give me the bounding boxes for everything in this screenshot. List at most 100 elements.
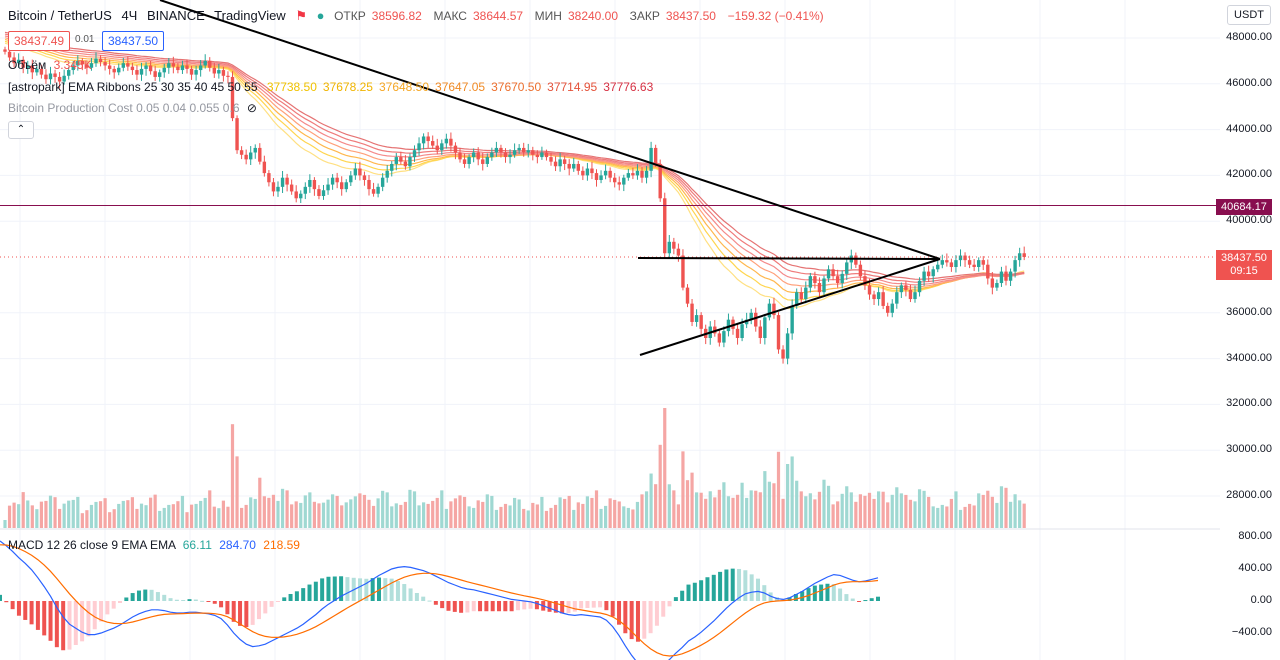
ema-ribbons-legend[interactable]: [astropark] EMA Ribbons 25 30 35 40 45 5… [8,80,653,94]
candle-body [967,260,972,265]
candle-body [585,168,590,176]
candle-body [663,198,667,254]
macd-histogram-bar [370,578,375,601]
macd-histogram-bar [269,601,274,607]
candle-body [876,292,881,300]
candle-body [431,141,435,146]
volume-bar [230,424,235,528]
volume-bar [89,504,94,528]
macd-histogram-bar [136,590,141,601]
macd-histogram-bar [452,601,457,612]
symbol-name[interactable]: Bitcoin / TetherUS [8,8,112,23]
volume-bar [212,506,216,528]
currency-button[interactable]: USDT [1227,5,1271,25]
macd-histogram-bar [850,598,855,601]
candle-body [85,64,89,68]
volume-bar [258,477,262,528]
ema-ribbon-50 [4,33,1025,283]
macd-signal-value: 218.59 [263,538,300,552]
macd-histogram-bar [497,601,502,612]
volume-bar [763,471,767,528]
volume-bar [503,503,508,528]
signal-line [0,544,879,657]
candle-body [80,60,85,65]
candle-body [403,161,408,167]
production-cost-legend[interactable]: Bitcoin Production Cost 0.05 0.04 0.055 … [8,101,257,115]
candle-body [239,150,244,155]
macd-histogram-bar [206,601,211,602]
volume-bar [321,502,326,528]
macd-histogram-bar [256,601,261,620]
candle-body [986,264,990,279]
candle-body [390,163,394,171]
volume-bar [189,504,194,528]
candle-body [476,152,480,160]
macd-histogram-bar [547,601,552,612]
volume-bar [840,493,844,528]
candle-body [590,168,594,174]
price-tick-6: 34000.00 [1226,351,1272,364]
macd-histogram-bar [174,599,179,601]
volume-bar [280,488,285,528]
sell-price-box[interactable]: 38437.49 [8,31,71,51]
macd-histogram-bar [105,601,110,615]
collapse-legend-button[interactable]: ⌃ [8,121,34,139]
chart-area[interactable] [0,0,1220,660]
volume-bar [745,497,749,528]
candle-body [886,305,890,313]
candle-body [467,157,471,164]
volume-bar [112,509,116,528]
volume-bar [585,496,589,528]
candle-body [258,147,262,162]
candle-body [490,152,494,158]
candle-body [358,168,362,176]
candle-body [208,60,212,68]
candle-body [940,260,944,265]
volume-bar [968,503,972,528]
volume-bar [344,502,348,528]
volume-bar [867,492,872,528]
macd-histogram-bar [86,601,91,637]
macd-histogram-bar [673,597,678,601]
volume-bar [594,490,599,528]
hidden-eye-icon[interactable]: ⊘ [246,101,257,115]
volume-bar [845,486,849,528]
price-tick-1: 46000.00 [1226,76,1272,89]
candle-body [594,173,599,180]
macd-histogram-bar [275,601,280,602]
volume-bar [85,510,89,528]
candle-body [795,292,799,306]
candle-body [271,182,276,192]
macd-histogram-bar [345,577,350,601]
candle-body [1013,260,1017,272]
volume-legend[interactable]: Объём 3.345K [8,58,92,72]
candle-body [958,255,963,261]
volume-bar [849,492,853,528]
volume-bar [508,505,512,528]
volume-bar [790,456,794,528]
candle-body [503,152,508,158]
candle-body [785,333,790,359]
macd-histogram-bar [67,601,72,650]
candle-body [276,186,280,192]
volume-bar [513,497,517,528]
price-chart-svg[interactable] [0,0,1220,660]
macd-histogram-bar [528,601,533,609]
macd-legend[interactable]: MACD 12 26 close 9 EMA EMA 66.11 284.70 … [8,538,300,552]
flag-icon[interactable]: ⚑ [295,8,307,23]
volume-bar [717,489,721,528]
candle-body [995,283,999,288]
buy-price-box[interactable]: 38437.50 [102,31,165,51]
volume-bar [476,500,480,528]
candle-body [649,147,653,171]
macd-tick-3: −400.00 [1231,626,1272,638]
volume-bar [462,496,467,528]
interval-label[interactable]: 4Ч [121,8,138,23]
macd-histogram-bar [509,601,514,612]
volume-bar [490,495,494,528]
macd-histogram-bar [793,593,798,601]
candle-body [904,285,908,290]
candle-body [872,294,876,300]
candle-body [540,152,544,158]
volume-bar [667,484,671,528]
